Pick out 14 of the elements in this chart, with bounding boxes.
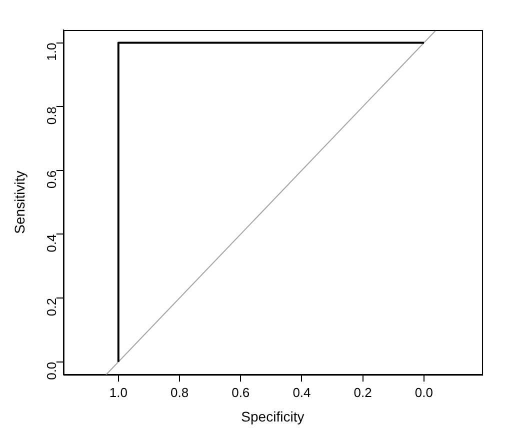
x-axis-title: Specificity xyxy=(241,408,304,424)
x-tick-label: 1.0 xyxy=(109,384,128,400)
y-tick-label: 0.4 xyxy=(44,234,59,252)
y-tick-label: 0.0 xyxy=(44,362,59,380)
x-tick-label: 0.8 xyxy=(170,384,189,400)
y-tick-label: 0.6 xyxy=(44,170,59,188)
x-tick-label: 0.0 xyxy=(414,384,433,400)
y-tick-label: 0.8 xyxy=(44,106,59,125)
x-tick-label: 0.6 xyxy=(232,384,250,400)
y-axis-title: Sensitivity xyxy=(11,170,28,234)
y-tick-label: 1.0 xyxy=(44,42,59,61)
x-tick-label: 0.2 xyxy=(354,384,372,400)
x-tick-label: 0.4 xyxy=(292,384,311,400)
y-tick-label: 0.2 xyxy=(44,298,59,316)
